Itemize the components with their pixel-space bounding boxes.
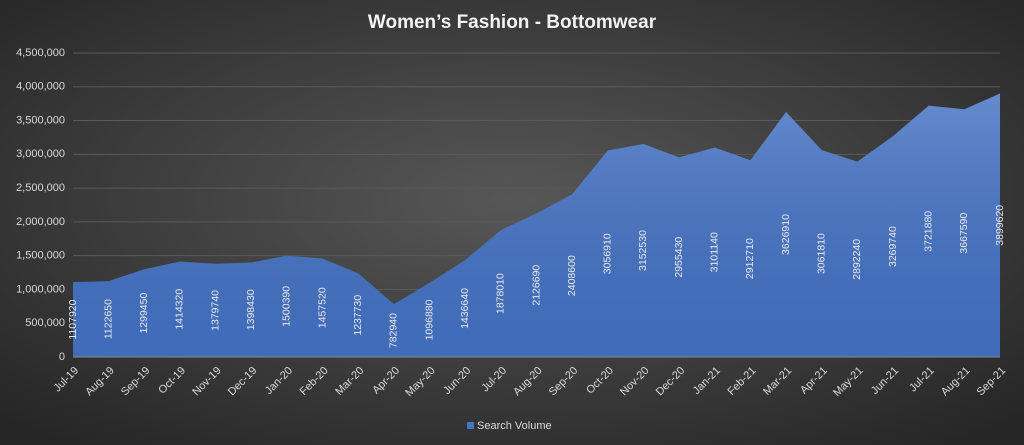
- data-label: 3721880: [922, 211, 934, 252]
- data-label: 2126690: [530, 265, 542, 306]
- area-shade: [73, 93, 1000, 357]
- data-label: 1500390: [281, 286, 293, 327]
- data-label: 1878010: [495, 273, 507, 314]
- data-label: 2892240: [851, 239, 863, 280]
- legend-label: Search Volume: [477, 420, 552, 432]
- data-label: 2912710: [744, 238, 756, 279]
- data-label: 2955430: [673, 237, 685, 278]
- data-label: 1398430: [245, 289, 257, 330]
- data-label: 1299450: [138, 293, 150, 334]
- data-label: 1414320: [174, 289, 186, 330]
- data-label: 1122650: [102, 299, 114, 339]
- data-label: 782940: [388, 313, 400, 348]
- data-label: 1379740: [209, 290, 221, 331]
- data-label: 3152530: [637, 230, 649, 271]
- data-label: 3101140: [709, 232, 721, 272]
- y-tick-label: 0: [59, 351, 65, 363]
- y-tick-label: 4,000,000: [16, 81, 65, 93]
- data-label: 3061810: [816, 233, 828, 274]
- data-label: 1237730: [352, 295, 364, 336]
- y-tick-label: 2,500,000: [16, 182, 65, 194]
- data-label: 3899620: [994, 205, 1006, 246]
- y-tick-label: 4,500,000: [16, 47, 65, 59]
- data-label: 1436640: [459, 288, 471, 329]
- data-label: 3626910: [780, 214, 792, 255]
- data-label: 3667590: [958, 213, 970, 254]
- y-tick-label: 1,500,000: [16, 250, 65, 262]
- data-label: 1096880: [423, 299, 435, 340]
- data-label: 3056910: [602, 233, 614, 274]
- data-label: 2408600: [566, 255, 578, 296]
- data-label: 1107920: [67, 299, 79, 339]
- y-tick-label: 3,000,000: [16, 148, 65, 160]
- y-tick-label: 3,500,000: [16, 114, 65, 126]
- y-tick-label: 2,000,000: [16, 216, 65, 228]
- data-label: 1457520: [316, 287, 328, 328]
- y-tick-label: 500,000: [25, 317, 65, 329]
- data-label: 3269740: [887, 226, 899, 267]
- y-tick-label: 1,000,000: [16, 283, 65, 295]
- chart-title: Women’s Fashion - Bottomwear: [368, 12, 657, 33]
- legend-swatch: [467, 422, 474, 429]
